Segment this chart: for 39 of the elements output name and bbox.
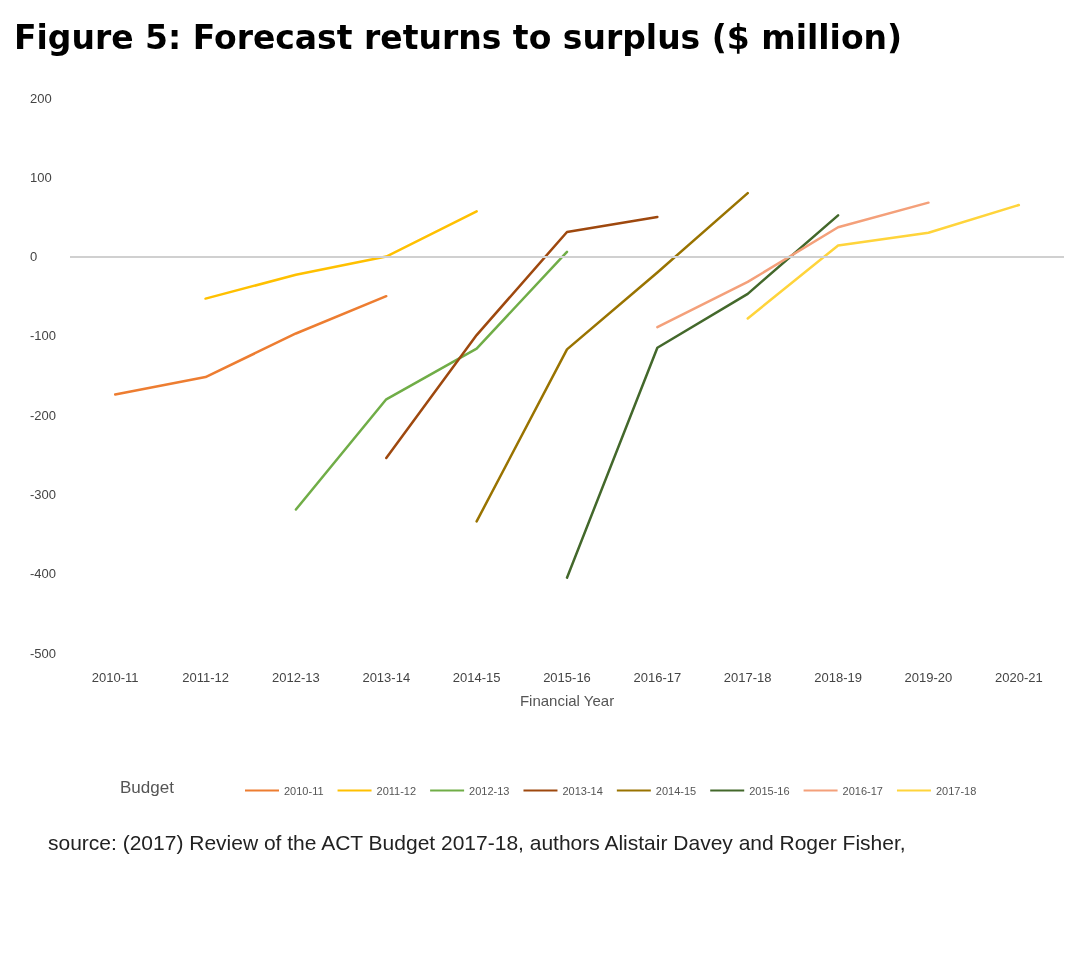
legend-label: 2010-11: [284, 784, 324, 797]
line-series: [204, 210, 478, 300]
line-series: [565, 214, 840, 579]
x-tick-label: 2017-18: [723, 670, 772, 685]
x-tick-label: 2014-15: [452, 670, 501, 685]
x-tick-label: 2020-21: [994, 670, 1043, 685]
legend-label: 2011-12: [376, 784, 417, 797]
y-tick-label: -400: [30, 566, 57, 582]
x-tick-label: 2011-12: [182, 670, 229, 685]
x-tick-label: 2016-17: [633, 670, 682, 685]
legend-label: 2013-14: [562, 784, 603, 797]
legend-label: 2015-16: [749, 784, 790, 797]
y-tick-label: 200: [30, 90, 52, 106]
line-series: [475, 191, 749, 523]
y-tick-label: -500: [30, 645, 57, 661]
x-tick-label: 2013-14: [362, 670, 411, 685]
line-series: [656, 201, 930, 329]
y-tick-label: 0: [30, 249, 38, 265]
x-tick-label: 2019-20: [904, 670, 953, 685]
x-tick-label: 2012-13: [272, 670, 320, 685]
y-tick-label: -300: [30, 486, 57, 502]
x-tick-label: 2015-16: [543, 670, 591, 685]
chart-title: Figure 5: Forecast returns to surplus ($ million): [14, 18, 903, 57]
legend-label: 2017-18: [935, 784, 977, 797]
x-axis-title: Financial Year: [519, 692, 615, 709]
source-note: source: (2017) Review of the ACT Budget 2017-18, authors Alistair Davey and Roger Fisher,: [48, 830, 907, 856]
legend-label: 2012-13: [469, 784, 510, 797]
line-series: [294, 250, 569, 511]
legend-label: 2016-17: [842, 784, 883, 797]
x-tick-label: 2018-19: [814, 670, 862, 685]
y-tick-label: -200: [30, 407, 57, 423]
line-series: [385, 215, 659, 460]
line-series: [746, 203, 1021, 320]
line-series: [113, 294, 388, 396]
legend-title: Budget: [120, 778, 175, 797]
y-tick-label: -100: [30, 328, 57, 344]
y-tick-label: 100: [30, 169, 52, 185]
x-tick-label: 2010-11: [91, 670, 139, 685]
legend-label: 2014-15: [655, 784, 697, 797]
